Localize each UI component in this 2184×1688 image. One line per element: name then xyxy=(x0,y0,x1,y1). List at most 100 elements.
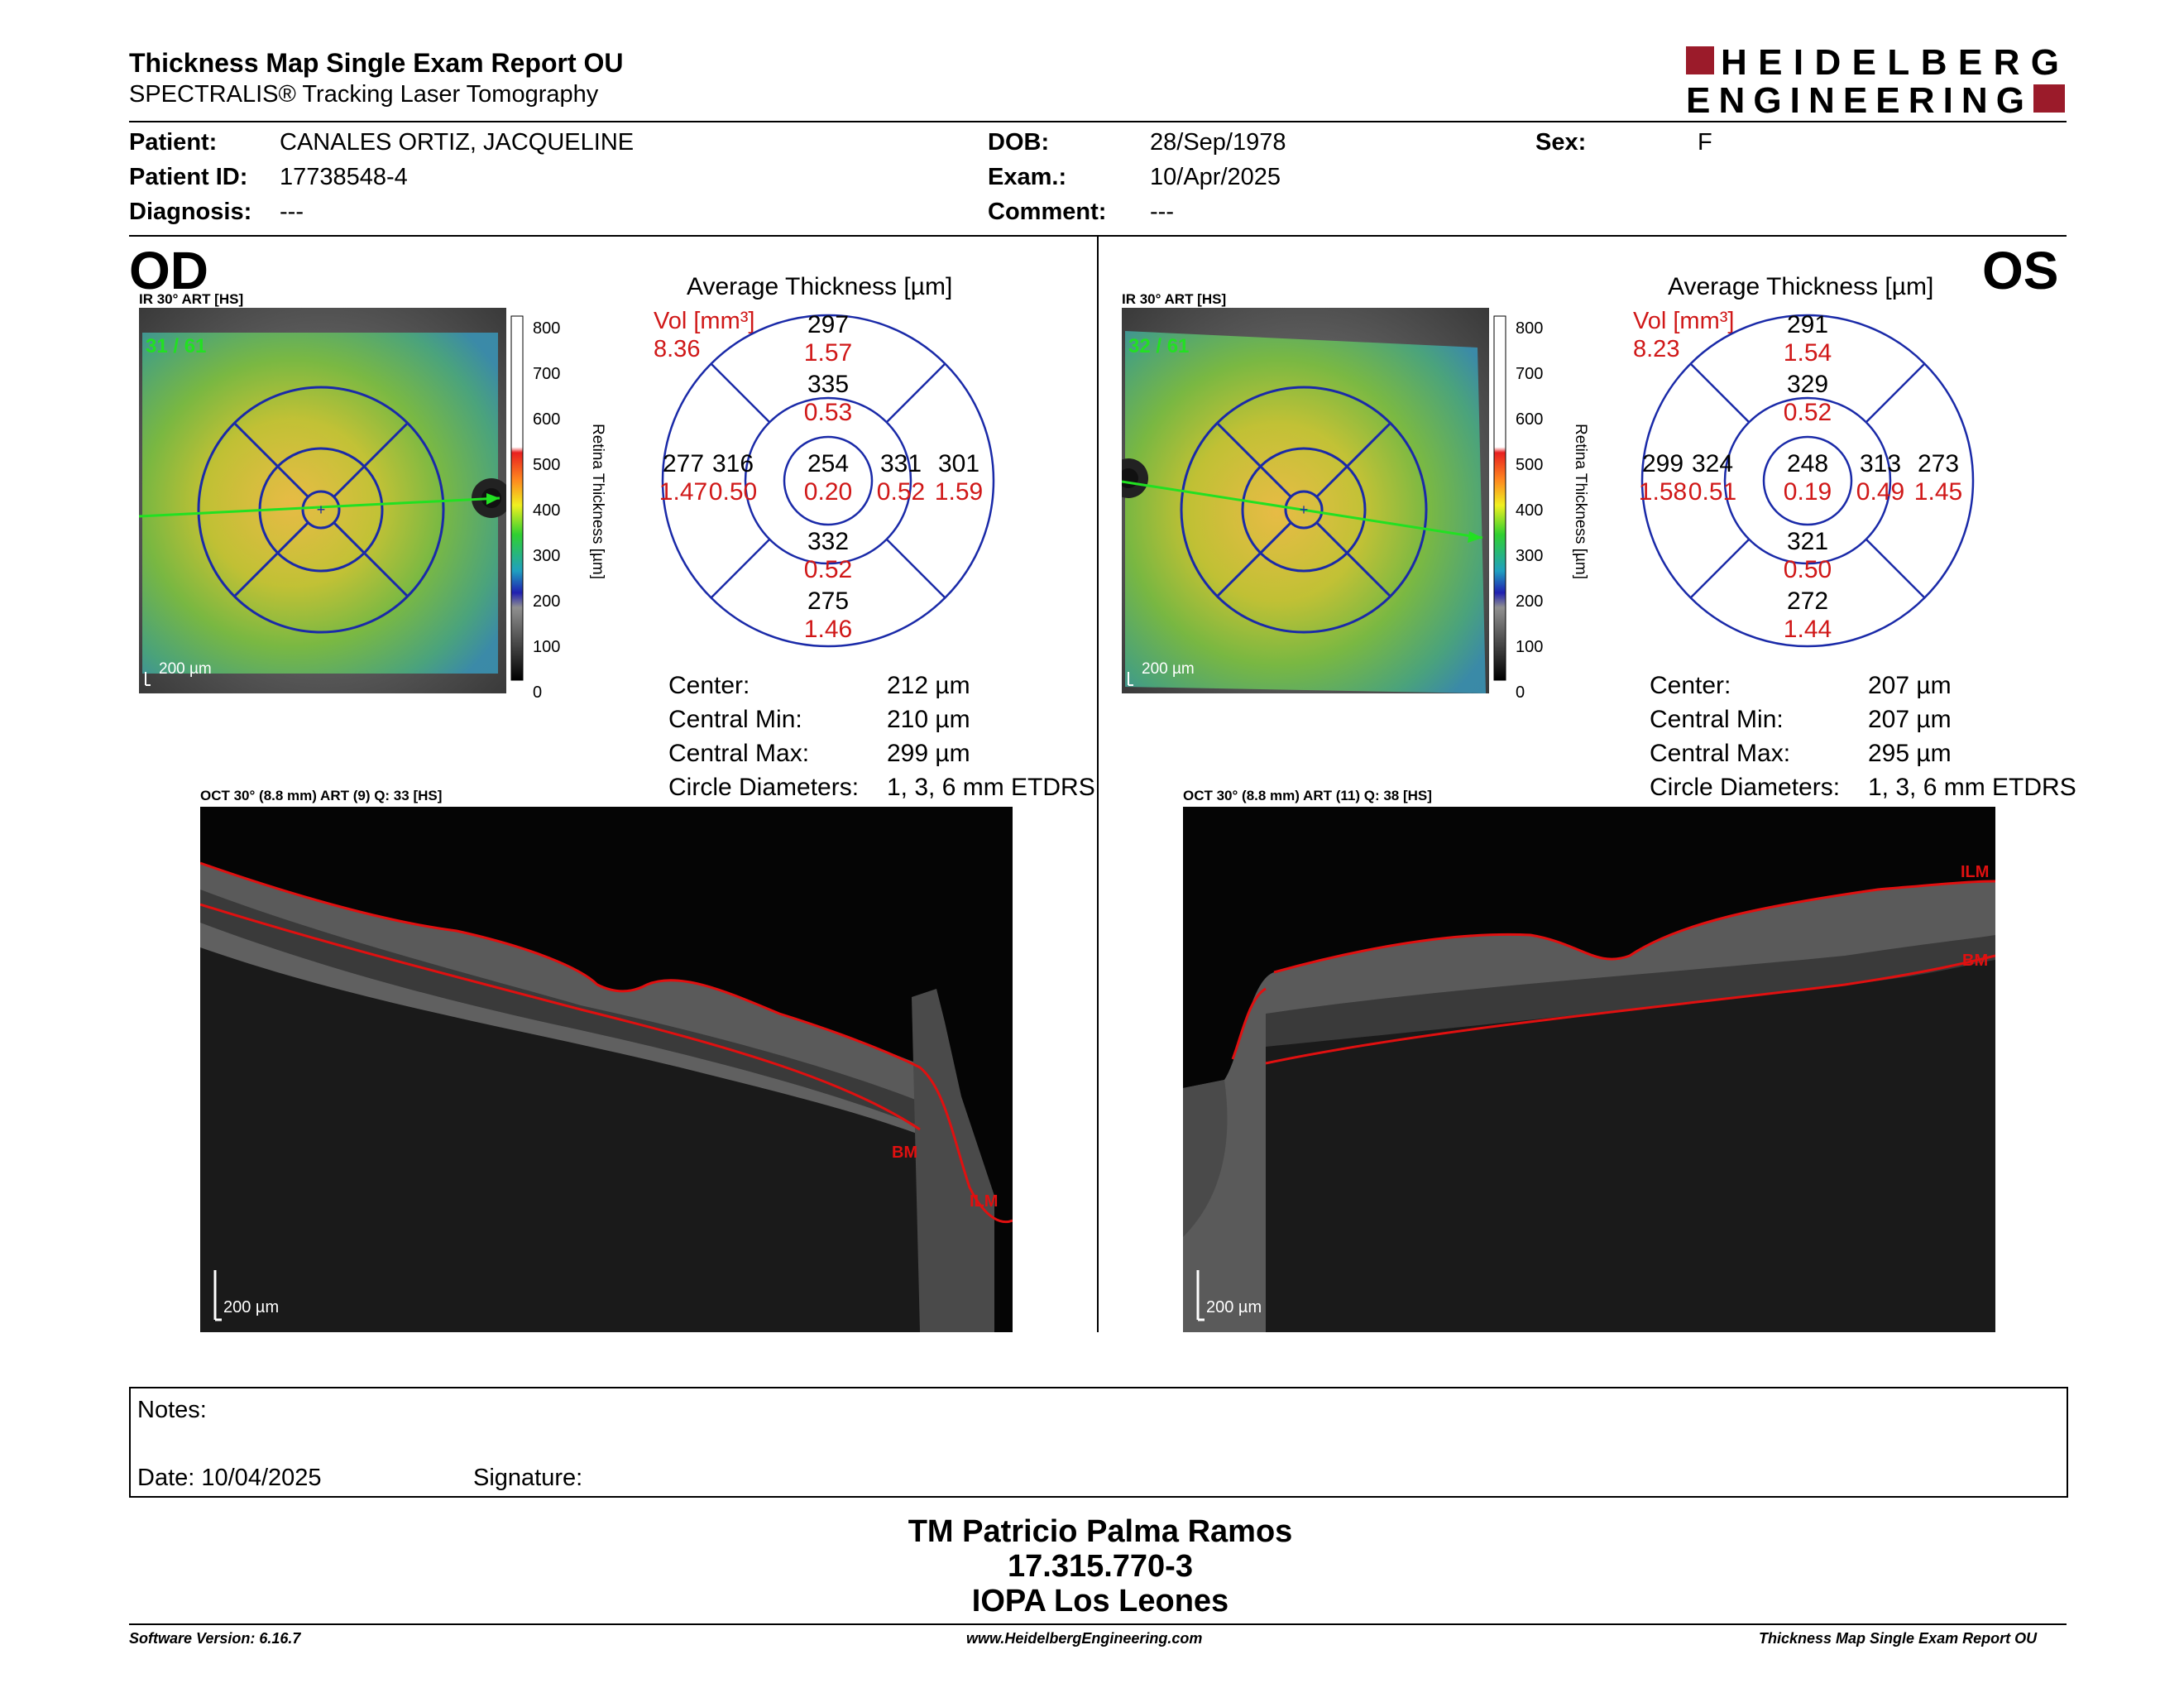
diagnosis-value: --- xyxy=(280,199,304,225)
patient-name: CANALES ORTIZ, JACQUELINE xyxy=(280,129,635,156)
tick-300: 300 xyxy=(1516,547,1544,565)
od-colorbar-title: Retina Thickness [µm] xyxy=(589,424,606,579)
od-central-max-label: Central Max: xyxy=(668,740,810,767)
logo-line2: ENGINEERING xyxy=(1686,80,2027,117)
od-inner-top-thickness: 335 xyxy=(807,371,850,398)
od-inner-left-thickness: 316 xyxy=(711,450,754,477)
os-stats: Center: 207 µm Central Min: 207 µm Central… xyxy=(1650,669,2076,804)
od-oct-scale: 200 µm xyxy=(223,1298,279,1316)
od-outer-bottom-volume: 1.46 xyxy=(803,616,853,643)
footer-report-name: Thickness Map Single Exam Report OU xyxy=(1759,1630,2038,1647)
od-inner-bottom-volume: 0.52 xyxy=(803,556,853,583)
os-central-max-value: 295 µm xyxy=(1868,740,1952,767)
eye-label-os: OS xyxy=(1982,241,2059,300)
os-outer-right-volume: 1.45 xyxy=(1913,478,1963,506)
od-center-label: Center: xyxy=(668,672,750,699)
dob-label: DOB: xyxy=(988,129,1050,156)
notes-date: Date: 10/04/2025 xyxy=(137,1465,322,1491)
report-title: Thickness Map Single Exam Report OU xyxy=(129,48,624,78)
os-center-volume: 0.19 xyxy=(1783,478,1832,506)
od-vol-label: Vol [mm³] xyxy=(654,308,755,334)
tick-400: 400 xyxy=(1516,501,1544,520)
od-center-thickness: 254 xyxy=(807,450,850,477)
tick-800: 800 xyxy=(533,319,561,338)
patient-id: 17738548-4 xyxy=(280,164,408,190)
od-stats: Center: 212 µm Central Min: 210 µm Central… xyxy=(668,669,1095,804)
os-colorbar xyxy=(1492,314,1592,688)
os-circle-diameters-value: 1, 3, 6 mm ETDRS xyxy=(1868,774,2076,801)
heidelberg-logo: HEIDELBERG ENGINEERING xyxy=(1686,42,2067,121)
od-inner-right-volume: 0.52 xyxy=(876,478,926,506)
os-center-label: Center: xyxy=(1650,672,1731,699)
od-inner-top-volume: 0.53 xyxy=(803,399,853,426)
os-bm-label: BM xyxy=(1962,952,1988,970)
comment-value: --- xyxy=(1150,199,1174,225)
report-subtitle: SPECTRALIS® Tracking Laser Tomography xyxy=(129,81,599,108)
exam-value: 10/Apr/2025 xyxy=(1150,164,1281,190)
comment-label: Comment: xyxy=(988,199,1107,225)
os-center-value: 207 µm xyxy=(1868,672,1952,699)
od-frame-counter: 31 / 61 xyxy=(146,335,206,357)
od-vol-value: 8.36 xyxy=(654,336,701,362)
footer-url[interactable]: www.HeidelbergEngineering.com xyxy=(966,1630,1203,1647)
os-inner-right-thickness: 313 xyxy=(1859,450,1902,477)
dob-value: 28/Sep/1978 xyxy=(1150,129,1286,156)
od-central-min-label: Central Min: xyxy=(668,706,802,733)
od-outer-top-volume: 1.57 xyxy=(803,339,853,367)
os-center-thickness: 248 xyxy=(1786,450,1829,477)
od-central-min-value: 210 µm xyxy=(887,706,970,733)
od-colorbar xyxy=(510,314,609,688)
od-outer-left-thickness: 277 xyxy=(662,450,705,477)
svg-text:+: + xyxy=(1300,501,1309,518)
od-oct-scan: BM ILM 200 µm xyxy=(199,807,1013,1332)
os-inner-bottom-thickness: 321 xyxy=(1786,528,1829,555)
tick-100: 100 xyxy=(533,638,561,656)
tick-400: 400 xyxy=(533,501,561,520)
od-ir-label: IR 30° ART [HS] xyxy=(139,291,244,307)
tick-100: 100 xyxy=(1516,638,1544,656)
od-ilm-label: ILM xyxy=(970,1192,998,1211)
od-oct-label: OCT 30° (8.8 mm) ART (9) Q: 33 [HS] xyxy=(200,788,443,803)
os-outer-bottom-volume: 1.44 xyxy=(1783,616,1832,643)
od-center-value: 212 µm xyxy=(887,672,970,699)
os-colorbar-title: Retina Thickness [µm] xyxy=(1572,424,1589,579)
os-inner-bottom-volume: 0.50 xyxy=(1783,556,1832,583)
os-average-thickness-title: Average Thickness [µm] xyxy=(1668,273,1934,300)
tick-700: 700 xyxy=(1516,365,1544,383)
os-inner-top-volume: 0.52 xyxy=(1783,399,1832,426)
od-outer-top-thickness: 297 xyxy=(807,311,850,338)
notes-signature-label: Signature: xyxy=(473,1465,583,1491)
tick-500: 500 xyxy=(533,456,561,474)
tick-700: 700 xyxy=(533,365,561,383)
diagnosis-label: Diagnosis: xyxy=(129,199,252,225)
tick-200: 200 xyxy=(533,592,561,611)
od-circle-diameters-label: Circle Diameters: xyxy=(668,774,860,801)
os-ir-label: IR 30° ART [HS] xyxy=(1122,291,1227,307)
os-thickness-map: + 32 / 61 200 µm xyxy=(1109,308,1489,693)
os-inner-top-thickness: 329 xyxy=(1786,371,1829,398)
od-colorbar-ticks: 800 700 600 500 400 300 200 100 0 xyxy=(533,306,566,716)
os-vol-value: 8.23 xyxy=(1633,336,1680,362)
od-outer-right-volume: 1.59 xyxy=(934,478,984,506)
os-outer-top-thickness: 291 xyxy=(1786,311,1829,338)
tick-800: 800 xyxy=(1516,319,1544,338)
os-colorbar-ticks: 800 700 600 500 400 300 200 100 0 xyxy=(1516,306,1549,716)
logo-line1: HEIDELBERG xyxy=(1721,43,2062,83)
patient-id-label: Patient ID: xyxy=(129,164,248,190)
footer-software-version: Software Version: 6.16.7 xyxy=(129,1630,301,1647)
sex-value: F xyxy=(1698,129,1712,156)
od-outer-left-volume: 1.47 xyxy=(659,478,708,506)
od-inner-right-thickness: 331 xyxy=(879,450,922,477)
os-etdrs-grid xyxy=(1638,311,1977,650)
os-frame-counter: 32 / 61 xyxy=(1128,335,1189,357)
os-circle-diameters-label: Circle Diameters: xyxy=(1650,774,1841,801)
os-inner-left-volume: 0.51 xyxy=(1688,478,1737,506)
od-inner-bottom-thickness: 332 xyxy=(807,528,850,555)
os-inner-left-thickness: 324 xyxy=(1691,450,1734,477)
eye-label-od: OD xyxy=(129,241,208,300)
od-central-max-value: 299 µm xyxy=(887,740,970,767)
os-central-min-value: 207 µm xyxy=(1868,706,1952,733)
os-inner-right-volume: 0.49 xyxy=(1856,478,1905,506)
tick-0: 0 xyxy=(1516,683,1525,702)
sex-label: Sex: xyxy=(1535,129,1587,156)
